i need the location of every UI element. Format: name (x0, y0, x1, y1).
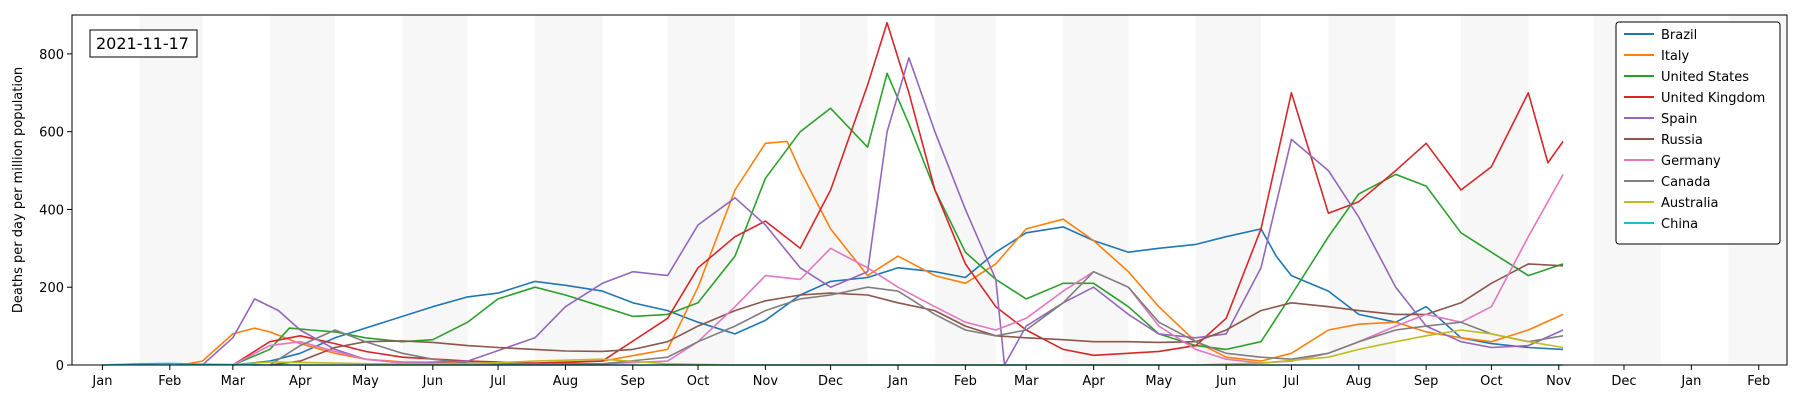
month-band (269, 15, 336, 365)
series-line-united-kingdom (232, 22, 1564, 366)
x-tick-label: Feb (158, 374, 181, 389)
month-bands (139, 15, 1787, 365)
x-tick-label: Jan (1680, 374, 1701, 389)
series-line-united-states (232, 72, 1564, 366)
x-tick-label: Jan (91, 374, 112, 389)
x-tick-label: Oct (687, 374, 709, 389)
x-tick-label: Oct (1480, 374, 1502, 389)
y-tick-label: 800 (39, 48, 64, 63)
x-tick-label: Jul (489, 374, 506, 389)
x-tick-label: Sep (1414, 374, 1439, 389)
legend-label: Spain (1661, 112, 1697, 127)
month-band (1460, 15, 1529, 365)
x-tick-label: May (352, 374, 379, 389)
x-tick-label: May (1145, 374, 1172, 389)
x-tick-label: Apr (1082, 374, 1105, 389)
x-tick-label: Nov (753, 374, 779, 389)
legend-label: United States (1661, 70, 1749, 85)
month-band (1328, 15, 1396, 365)
x-axis: Jan Feb Mar Apr May Jun Jul Aug Sep Oct Nov Dec Jan F… (91, 365, 1770, 389)
y-tick-label: 600 (39, 126, 64, 141)
series-line-brazil (232, 226, 1564, 366)
date-annotation-box (89, 29, 198, 58)
series-lines (102, 22, 1564, 366)
legend: Brazil Italy United States United Kingdom Sp… (1615, 21, 1781, 245)
x-tick-label: Mar (221, 374, 246, 389)
month-band (1195, 15, 1261, 365)
series-line-russia (269, 263, 1564, 366)
month-band (139, 15, 203, 365)
x-tick-label: Dec (1611, 374, 1636, 389)
x-tick-label: Aug (553, 374, 578, 389)
x-tick-label: Jan (887, 374, 908, 389)
date-annotation: 2021-11-17 (89, 29, 198, 58)
x-tick-label: Aug (1346, 374, 1371, 389)
y-axis: 0 200 400 600 800 (39, 48, 72, 374)
y-tick-label: 0 (56, 359, 64, 374)
legend-label: Russia (1661, 133, 1703, 148)
legend-label: Brazil (1661, 28, 1697, 43)
legend-label: China (1661, 217, 1698, 232)
legend-label: Italy (1661, 49, 1690, 64)
legend-label: United Kingdom (1661, 91, 1765, 106)
x-tick-label: Feb (1747, 374, 1770, 389)
month-band (667, 15, 735, 365)
x-tick-label: Feb (954, 374, 977, 389)
x-tick-label: Dec (818, 374, 843, 389)
plot-frame (71, 14, 1788, 366)
legend-frame (1615, 21, 1781, 245)
month-band (800, 15, 868, 365)
y-tick-label: 200 (39, 281, 64, 296)
month-band (934, 15, 996, 365)
date-annotation-text: 2021-11-17 (96, 34, 189, 53)
x-tick-label: Nov (1546, 374, 1572, 389)
x-tick-label: Jun (422, 374, 443, 389)
y-tick-label: 400 (39, 203, 64, 218)
month-band (534, 15, 603, 365)
month-band (1063, 15, 1129, 365)
legend-label: Canada (1661, 175, 1710, 190)
legend-label: Australia (1661, 196, 1719, 211)
x-tick-label: Sep (621, 374, 646, 389)
x-tick-label: Jul (1283, 374, 1300, 389)
x-tick-label: Jun (1215, 374, 1236, 389)
x-tick-label: Mar (1014, 374, 1039, 389)
y-axis-title: Deaths per day per million population (11, 67, 26, 313)
x-tick-label: Apr (289, 374, 312, 389)
legend-label: Germany (1661, 154, 1721, 169)
